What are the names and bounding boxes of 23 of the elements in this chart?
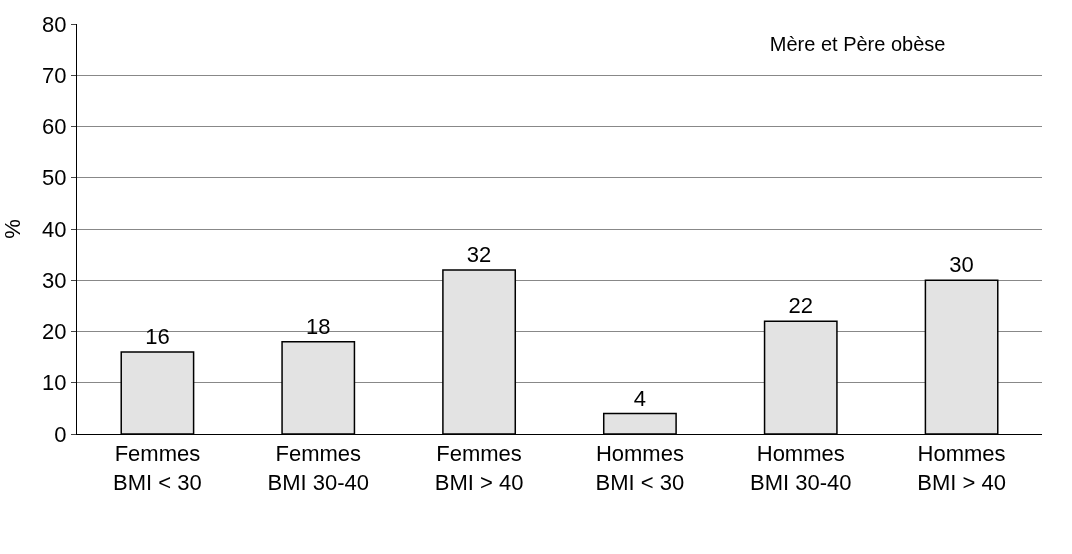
data-label: 18	[306, 313, 331, 339]
y-tick-label: 70	[42, 62, 67, 88]
x-tick-label: Hommes BMI > 40	[917, 441, 1006, 495]
data-label: 22	[788, 293, 813, 319]
data-label: 16	[145, 324, 170, 349]
y-tick-label: 10	[42, 370, 67, 396]
text: Mère et Père obèse	[769, 33, 946, 56]
x-tick-label: Femmes BMI 30-40	[267, 441, 369, 495]
x-tick-label: Femmes BMI < 30	[113, 441, 202, 495]
data-label: 32	[466, 242, 492, 267]
x-tick-label: Hommes BMI 30-40	[750, 441, 852, 495]
y-tick-label: 20	[42, 319, 67, 345]
y-tick-label: 80	[42, 11, 67, 37]
y-tick-label: 30	[42, 267, 67, 293]
x-tick-label: Femmes BMI > 40	[434, 441, 524, 495]
y-tick-label: 50	[42, 165, 67, 191]
data-label: 4	[633, 385, 647, 411]
y-axis-title: %	[0, 219, 25, 239]
y-tick-label: 40	[42, 216, 67, 242]
y-tick-label: 60	[42, 114, 67, 140]
x-tick-label: Hommes BMI < 30	[595, 441, 685, 495]
data-label: 30	[949, 252, 974, 278]
y-tick-label: 0	[54, 421, 67, 447]
